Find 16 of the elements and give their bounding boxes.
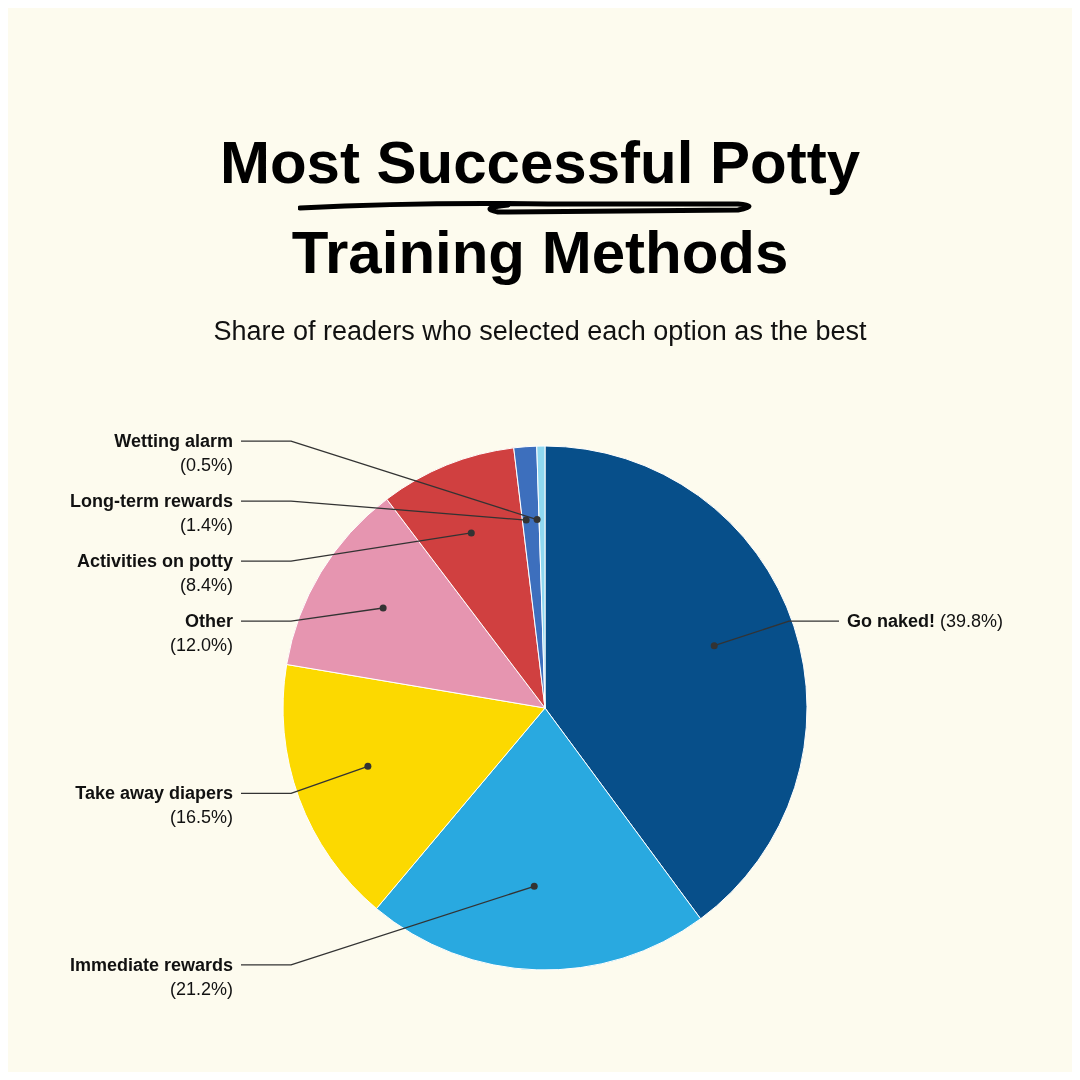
slice-label: Other <box>184 611 233 632</box>
slice-label: Long-term rewards <box>69 491 233 512</box>
data-label: (0.5%) <box>179 455 233 476</box>
slice-label: Go naked! <box>847 611 936 632</box>
data-label: (8.4%) <box>179 575 233 596</box>
slice-label: Wetting alarm <box>114 431 233 452</box>
data-label: (12.0%) <box>169 635 233 656</box>
data-label: (16.5%) <box>169 807 233 828</box>
chart-title: Most Successful Potty Training Methods <box>218 128 862 288</box>
slice-label: Take away diapers <box>75 783 233 804</box>
data-label: (21.2%) <box>169 978 233 999</box>
chart-subtitle: Share of readers who selected each option as the best <box>212 316 868 347</box>
data-label: (1.4%) <box>179 515 233 536</box>
slice-label: Immediate rewards <box>69 954 233 975</box>
data-label: (39.8%) <box>935 611 1004 632</box>
slice-label: Activities on potty <box>76 551 233 572</box>
